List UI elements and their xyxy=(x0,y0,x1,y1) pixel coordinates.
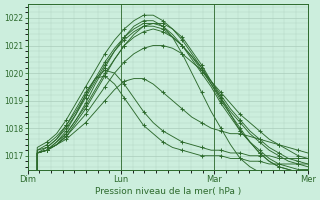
X-axis label: Pression niveau de la mer( hPa ): Pression niveau de la mer( hPa ) xyxy=(95,187,241,196)
